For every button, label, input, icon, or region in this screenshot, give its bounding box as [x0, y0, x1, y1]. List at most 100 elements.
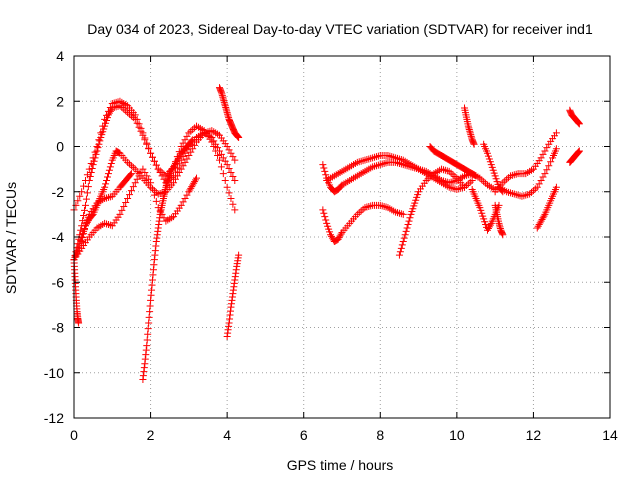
data-point — [135, 123, 143, 131]
data-point — [91, 154, 99, 162]
data-point — [124, 195, 132, 203]
data-point — [499, 231, 507, 239]
track-22 — [566, 106, 583, 128]
data-point — [147, 149, 155, 157]
data-point — [75, 243, 83, 251]
data-point — [575, 147, 583, 155]
data-point — [80, 182, 88, 190]
track-2 — [70, 102, 239, 264]
track-8 — [215, 84, 243, 141]
data-point — [143, 140, 151, 148]
data-point — [78, 238, 86, 246]
data-point — [403, 224, 411, 232]
data-point — [367, 154, 375, 162]
data-point — [506, 172, 514, 180]
data-point — [319, 206, 327, 214]
data-point — [382, 159, 390, 167]
data-point — [466, 178, 474, 186]
data-point — [126, 171, 134, 179]
y-tick-label: -6 — [52, 274, 65, 290]
data-point — [543, 144, 551, 152]
data-point — [355, 209, 363, 217]
data-point — [461, 183, 469, 191]
x-tick-label: 10 — [449, 427, 465, 443]
x-axis-label: GPS time / hours — [287, 457, 394, 473]
data-point — [89, 161, 97, 169]
data-point — [374, 161, 382, 169]
data-point — [510, 190, 518, 198]
data-point — [394, 154, 402, 162]
data-point — [537, 176, 545, 184]
data-point — [95, 140, 103, 148]
data-point — [541, 147, 549, 155]
data-point — [378, 160, 386, 168]
data-point — [87, 169, 95, 177]
data-point — [225, 189, 233, 197]
data-point — [508, 189, 516, 197]
x-tick-label: 2 — [147, 427, 155, 443]
data-point — [214, 152, 222, 160]
data-point — [367, 202, 375, 210]
data-point — [378, 202, 386, 210]
data-point — [129, 163, 137, 171]
data-point — [376, 161, 384, 169]
data-point — [104, 221, 112, 229]
data-point — [322, 216, 330, 224]
track-9 — [223, 251, 243, 341]
data-point — [396, 248, 404, 256]
data-point — [399, 238, 407, 246]
data-point — [406, 214, 414, 222]
data-point — [400, 234, 408, 242]
data-point — [231, 156, 239, 164]
data-point — [80, 212, 88, 220]
data-point — [390, 153, 398, 161]
data-point — [129, 183, 137, 191]
data-point — [154, 165, 162, 173]
data-point — [126, 191, 134, 199]
data-point — [150, 157, 158, 165]
data-point — [468, 176, 476, 184]
data-point — [486, 221, 494, 229]
data-point — [139, 131, 147, 139]
track-5 — [78, 170, 135, 246]
track-12 — [323, 152, 476, 193]
data-point — [322, 171, 330, 179]
data-point — [464, 180, 472, 188]
data-point — [82, 195, 90, 203]
data-point — [401, 231, 409, 239]
data-point — [145, 145, 153, 153]
data-point — [518, 192, 526, 200]
data-point — [361, 204, 369, 212]
track-18 — [491, 129, 560, 196]
data-point — [547, 158, 555, 166]
data-point — [127, 170, 135, 178]
data-point — [320, 209, 328, 217]
data-point — [357, 207, 365, 215]
data-point — [337, 230, 345, 238]
data-point — [235, 251, 243, 259]
data-point — [141, 136, 149, 144]
data-point — [83, 171, 91, 179]
data-point — [229, 200, 237, 208]
data-point — [227, 169, 235, 177]
y-tick-label: -10 — [44, 365, 64, 381]
data-point — [127, 187, 135, 195]
x-tick-label: 8 — [376, 427, 384, 443]
data-point — [185, 129, 193, 137]
data-point — [319, 161, 327, 169]
data-point — [179, 198, 187, 206]
track-4 — [70, 165, 201, 264]
data-point — [501, 177, 509, 185]
data-point — [96, 137, 104, 145]
y-axis-label: SDTVAR / TECUs — [3, 182, 19, 294]
data-point — [215, 156, 223, 164]
track-10 — [319, 201, 407, 246]
data-point — [374, 152, 382, 160]
data-point — [84, 183, 92, 191]
data-series — [70, 84, 583, 384]
data-point — [104, 173, 111, 181]
data-point — [552, 145, 560, 153]
data-point — [392, 154, 400, 162]
y-tick-label: 2 — [56, 93, 64, 109]
data-point — [399, 210, 407, 218]
